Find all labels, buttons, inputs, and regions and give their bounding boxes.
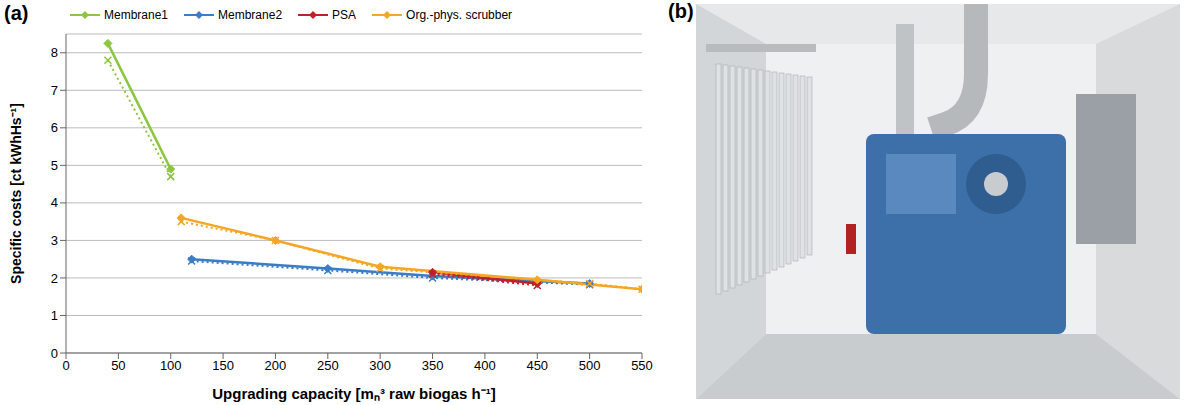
svg-text:0: 0 xyxy=(62,358,69,373)
svg-text:5: 5 xyxy=(51,158,58,173)
svg-text:550: 550 xyxy=(631,358,653,373)
svg-text:8: 8 xyxy=(51,45,58,60)
svg-text:100: 100 xyxy=(160,358,182,373)
html-text:(b): (b) xyxy=(668,0,694,22)
svg-text:6: 6 xyxy=(51,120,58,135)
svg-text:500: 500 xyxy=(579,358,601,373)
svg-text:Specific costs [ct kWhHs⁻¹]: Specific costs [ct kWhHs⁻¹] xyxy=(8,103,24,284)
svg-text:3: 3 xyxy=(51,233,58,248)
svg-text:400: 400 xyxy=(474,358,496,373)
svg-text:250: 250 xyxy=(317,358,339,373)
svg-text:200: 200 xyxy=(265,358,287,373)
svg-text:0: 0 xyxy=(51,346,58,361)
svg-text:150: 150 xyxy=(212,358,234,373)
svg-text:350: 350 xyxy=(422,358,444,373)
html-text:Org.-phys. scrubber: Org.-phys. scrubber xyxy=(406,8,513,22)
svg-text:2: 2 xyxy=(51,271,58,286)
html-text:PSA: PSA xyxy=(332,8,357,22)
svg-text:1: 1 xyxy=(51,308,58,323)
html-text:Membrane1: Membrane1 xyxy=(104,8,168,22)
html-text:(a): (a) xyxy=(4,2,29,24)
svg-text:450: 450 xyxy=(526,358,548,373)
svg-text:50: 50 xyxy=(111,358,125,373)
svg-text:Upgrading capacity [mₙ³ raw bi: Upgrading capacity [mₙ³ raw biogas h⁻¹] xyxy=(212,385,496,402)
svg-text:300: 300 xyxy=(369,358,391,373)
svg-text:7: 7 xyxy=(51,83,58,98)
html-text:Membrane2: Membrane2 xyxy=(218,8,283,22)
svg-text:4: 4 xyxy=(51,195,58,210)
